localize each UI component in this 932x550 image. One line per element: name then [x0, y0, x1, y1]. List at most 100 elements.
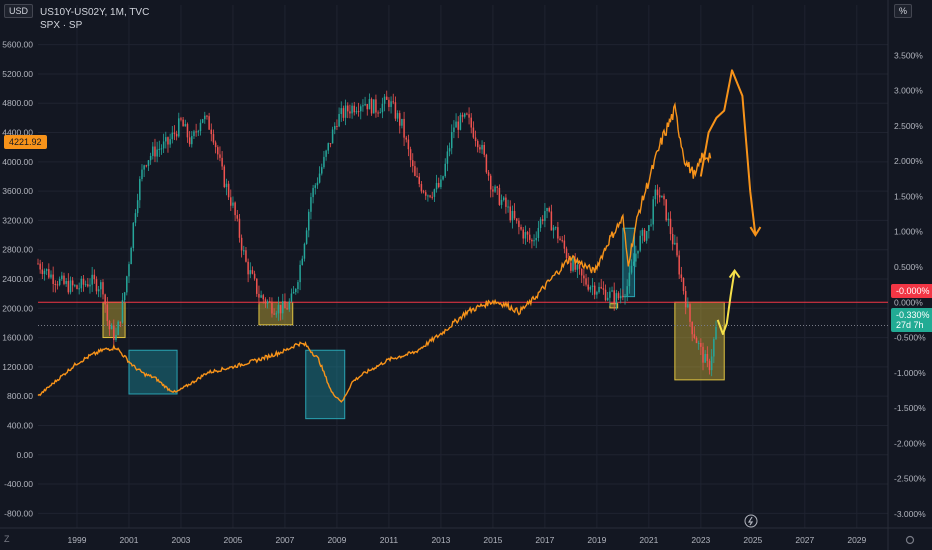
candle-body: [323, 156, 325, 168]
candle-body: [379, 112, 382, 114]
candle-body: [505, 197, 507, 207]
candle-body: [598, 286, 600, 293]
candle-body: [550, 211, 553, 231]
candle-body: [593, 285, 596, 295]
left-tick-label: 4000.00: [2, 157, 33, 167]
symbol-title[interactable]: US10Y-US02Y, 1M, TVC: [40, 7, 150, 18]
candle-body: [489, 175, 492, 190]
spx-line: [37, 101, 712, 403]
left-axis[interactable]: 5600.00 5200.00 4800.00 4400.00 4000.00 3600.…: [2, 40, 33, 519]
candle-body: [223, 166, 226, 188]
candle-body: [139, 179, 141, 201]
candle-body: [128, 264, 130, 277]
left-axis-unit-badge[interactable]: USD: [4, 4, 34, 18]
left-tick-label: 3600.00: [2, 186, 33, 196]
candle-body: [199, 122, 202, 132]
candle-body: [650, 224, 652, 226]
candle-body: [663, 195, 665, 200]
candle-body: [173, 132, 176, 134]
candle-body: [450, 132, 453, 149]
candle-body: [359, 106, 362, 112]
candle-body: [249, 270, 252, 275]
time-axis[interactable]: 1999 2001 2003 2005 2007 2009 2011 2013 2015 2017…: [68, 535, 867, 545]
candle-body: [349, 111, 351, 114]
candle-body: [362, 105, 364, 107]
candle-body: [479, 147, 481, 150]
candle-body: [113, 325, 115, 340]
right-tick-label: -1.000%: [894, 368, 926, 378]
time-tick-label: 2011: [380, 535, 399, 545]
candle-body: [656, 189, 659, 196]
left-tick-label: 2400.00: [2, 274, 33, 284]
teal-highlight-box: [305, 349, 346, 420]
candle-body: [95, 279, 98, 292]
candle-body: [418, 176, 421, 185]
right-axis[interactable]: 3.500% 3.000% 2.500% 2.000% 1.500% 1.000% 0.50…: [894, 50, 926, 518]
candle-body: [78, 288, 80, 290]
candle-body: [273, 313, 275, 315]
candle-body: [424, 192, 427, 196]
candle-body: [48, 269, 50, 278]
candle-body: [87, 284, 89, 287]
candle-body: [141, 169, 143, 180]
candle-body: [82, 278, 85, 285]
candle-body: [290, 293, 293, 302]
time-tick-label: 2007: [275, 535, 294, 545]
candle-body: [648, 225, 650, 231]
candle-body: [84, 284, 87, 286]
left-tick-label: 2000.00: [2, 303, 33, 313]
settings-icon-ring: [905, 535, 915, 545]
candle-body: [624, 296, 626, 298]
candle-body: [552, 227, 555, 231]
candle-body: [678, 255, 680, 275]
candle-body: [71, 280, 74, 286]
candle-body: [169, 139, 171, 145]
candle-body: [665, 199, 667, 221]
candle-body: [416, 175, 418, 177]
overlay-title[interactable]: SPX · SP: [40, 20, 83, 31]
corner-left-label[interactable]: Z: [4, 534, 10, 544]
candle-body: [403, 118, 405, 138]
candle-body: [334, 125, 336, 130]
time-tick-label: 2005: [223, 535, 242, 545]
candle-body: [468, 114, 470, 118]
right-tick-label: 2.500%: [894, 121, 923, 131]
candle-body: [368, 99, 371, 110]
candle-body: [596, 292, 598, 295]
candle-body: [297, 282, 299, 289]
candle-body: [288, 301, 291, 310]
candle-body: [364, 104, 366, 106]
candle-body: [615, 293, 618, 304]
time-tick-label: 2017: [535, 535, 554, 545]
candle-body: [256, 278, 258, 294]
candle-body: [370, 99, 373, 114]
teal-highlight-box: [128, 349, 178, 395]
candle-body: [697, 343, 700, 345]
candle-body: [197, 131, 200, 133]
candle-body: [472, 127, 475, 138]
candle-body: [628, 272, 631, 287]
candle-body: [652, 199, 654, 225]
candle-body: [243, 250, 245, 252]
candle-body: [658, 195, 661, 198]
candle-body: [165, 137, 167, 142]
candle-body: [54, 283, 57, 285]
candle-body: [206, 115, 208, 117]
candle-body: [314, 185, 317, 188]
candle-body: [219, 154, 221, 158]
candle-body: [687, 304, 689, 308]
candle-body: [221, 157, 223, 167]
chart-header: US10Y-US02Y, 1M, TVC SPX · SP: [40, 6, 149, 32]
candle-body: [76, 285, 78, 289]
candle-body: [310, 197, 312, 212]
candle-body: [632, 261, 635, 266]
left-tick-label: 4400.00: [2, 128, 33, 138]
candle-body: [45, 269, 48, 271]
candle-body: [65, 280, 67, 284]
spread-last-badge: -0.330% 27d 7h: [891, 308, 932, 332]
right-axis-unit-badge[interactable]: %: [894, 4, 913, 18]
candle-body: [645, 230, 648, 241]
candle-body: [260, 295, 262, 298]
